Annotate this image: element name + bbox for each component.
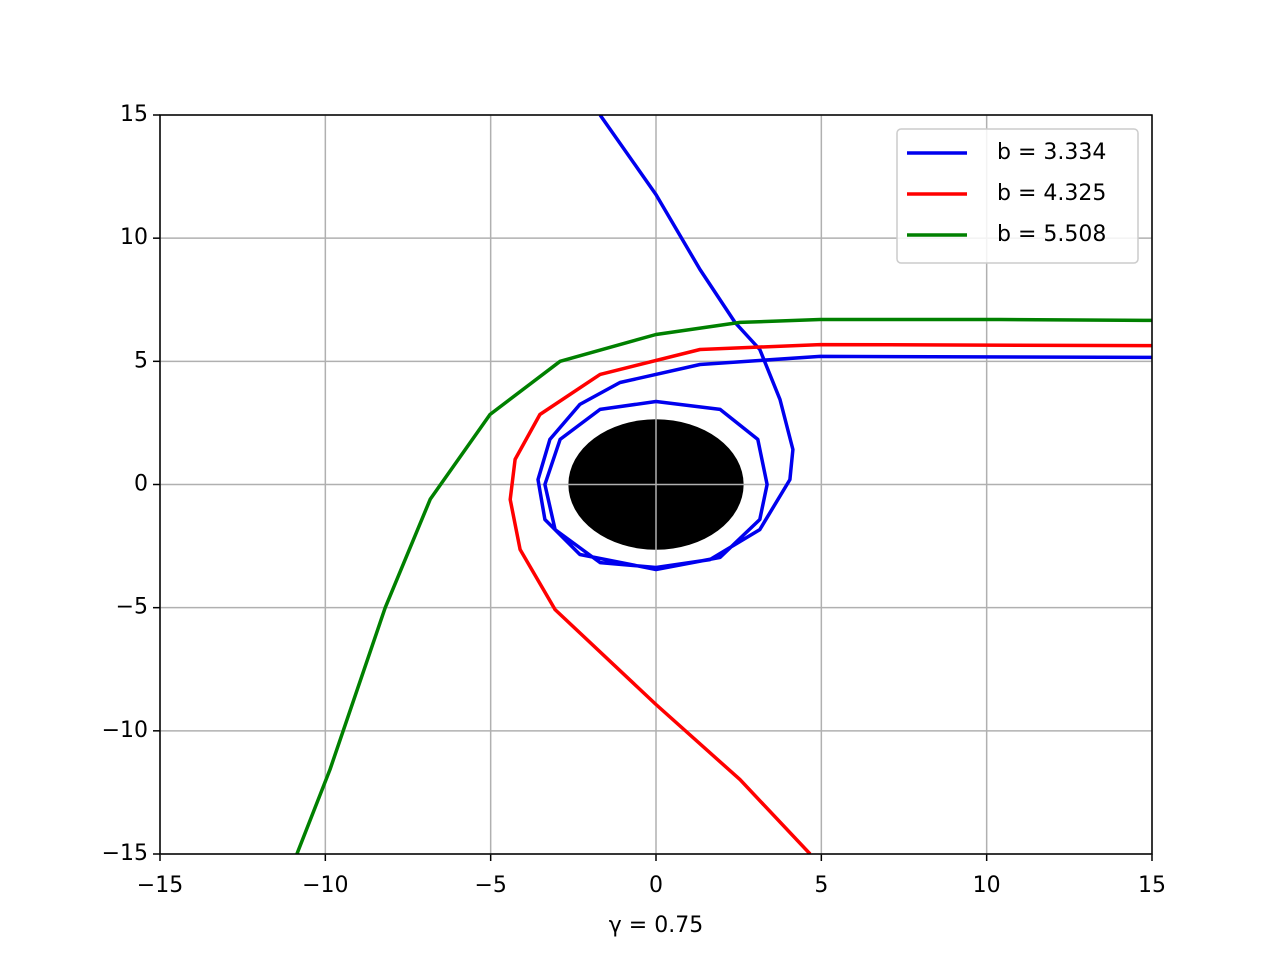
x-tick-label: 0 [649, 873, 663, 898]
trajectory-line [508, 342, 1152, 854]
trajectory-line [536, 115, 1152, 572]
y-tick-label: −10 [102, 718, 148, 743]
x-tick-label: 5 [814, 873, 828, 898]
y-tick-label: −15 [102, 841, 148, 866]
x-tick-label: −15 [137, 873, 183, 898]
legend-label: b = 3.334 [997, 140, 1106, 165]
legend-box [896, 128, 1139, 264]
y-tick-label: 0 [134, 472, 148, 497]
x-axis-label: γ = 0.75 [609, 913, 703, 938]
y-tick-label: 15 [120, 102, 148, 127]
y-tick-label: 5 [134, 348, 148, 373]
y-tick-label: −5 [116, 595, 148, 620]
legend-label: b = 4.325 [997, 181, 1106, 206]
trajectory-line [295, 317, 1152, 854]
x-tick-label: −10 [302, 873, 348, 898]
legend-label: b = 5.508 [997, 222, 1106, 247]
axes-frame [159, 114, 1153, 855]
y-tick-label: 10 [120, 225, 148, 250]
x-tick-label: 10 [973, 873, 1001, 898]
x-tick-label: −5 [474, 873, 506, 898]
x-tick-label: 15 [1138, 873, 1166, 898]
